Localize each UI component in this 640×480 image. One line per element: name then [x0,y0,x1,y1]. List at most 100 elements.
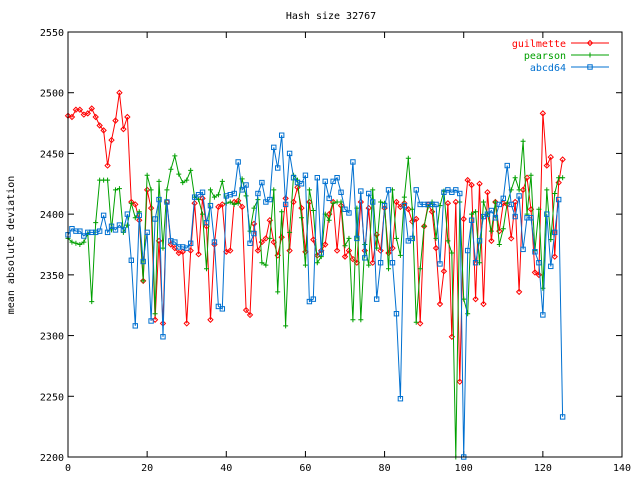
data-point-guilmette [191,200,198,207]
data-point-abcd64 [136,212,142,219]
data-point-pearson [207,187,213,193]
data-point-abcd64 [532,249,538,255]
data-point-guilmette [298,204,305,212]
data-point-guilmette [468,181,475,189]
data-point-guilmette [507,235,515,242]
series-layer [64,89,566,460]
data-point-pearson [287,229,293,235]
data-point-abcd64 [516,193,522,199]
x-tick-label: 20 [141,463,153,474]
data-point-pearson [552,191,558,196]
data-point-pearson [128,200,134,206]
x-tick-label: 40 [220,463,232,474]
data-point-guilmette [428,208,436,215]
data-point-pearson [366,262,372,268]
data-point-abcd64 [160,334,166,340]
data-point-abcd64 [148,318,154,324]
data-point-pearson [267,235,273,241]
data-point-abcd64 [548,263,554,270]
data-point-pearson [211,194,217,200]
data-point-abcd64 [330,178,336,185]
y-tick-label: 2250 [40,392,64,403]
data-point-pearson [251,205,257,211]
data-point-guilmette [294,184,301,191]
x-tick-label: 60 [299,463,311,474]
data-point-guilmette [215,203,222,211]
x-tick-label: 80 [379,463,391,474]
data-point-abcd64 [520,246,526,253]
data-point-pearson [160,245,166,251]
data-point-abcd64 [552,229,558,236]
data-point-abcd64 [203,219,210,226]
data-point-abcd64 [555,196,562,203]
data-point-abcd64 [271,144,277,151]
data-point-abcd64 [437,261,443,267]
data-point-guilmette [436,300,444,308]
data-point-abcd64 [544,211,550,217]
data-point-abcd64 [120,227,127,233]
data-point-guilmette [262,235,270,242]
data-point-guilmette [393,198,400,206]
data-point-pearson [473,209,479,215]
data-point-guilmette [535,271,543,279]
data-point-guilmette [345,247,353,254]
data-point-abcd64 [100,212,107,219]
data-point-guilmette [464,176,471,184]
data-point-abcd64 [433,201,439,208]
data-point-guilmette [68,113,76,121]
data-point-pearson [469,211,475,217]
data-point-pearson [105,177,111,183]
data-point-guilmette [112,117,119,124]
data-point-pearson [496,242,502,247]
x-tick-label: 100 [455,463,473,474]
data-point-pearson [417,266,423,272]
x-tick-label: 140 [613,463,631,474]
data-point-pearson [536,206,542,212]
data-point-guilmette [551,253,558,260]
data-point-abcd64 [508,201,514,208]
data-point-pearson [358,317,364,323]
data-point-pearson [69,239,75,245]
data-point-pearson [512,175,518,181]
data-point-abcd64 [199,189,206,195]
data-point-abcd64 [255,190,261,197]
data-point-abcd64 [326,195,332,202]
data-point-abcd64 [393,311,400,317]
data-point-guilmette [543,162,551,169]
legend-marker-abcd64 [587,64,593,70]
data-point-guilmette [88,105,95,112]
data-point-guilmette [547,153,554,161]
data-point-abcd64 [140,258,146,265]
data-point-guilmette [444,200,452,207]
data-point-abcd64 [457,190,463,197]
data-point-guilmette [377,247,384,254]
data-point-guilmette [559,156,566,163]
legend-label-guilmette: guilmette [512,39,566,50]
data-point-guilmette [484,189,491,196]
data-point-abcd64 [267,196,273,203]
data-point-pearson [116,186,122,192]
data-point-pearson [393,235,399,241]
y-tick-label: 2400 [40,210,64,221]
y-axis-label: mean absolute deviation [6,176,17,314]
data-point-abcd64 [358,188,364,194]
data-point-abcd64 [492,215,499,221]
data-point-pearson [342,243,348,249]
data-point-guilmette [519,186,527,194]
data-point-guilmette [100,127,107,134]
legend-label-pearson: pearson [524,51,566,62]
data-point-abcd64 [286,150,293,157]
data-point-guilmette [322,241,329,248]
data-point-pearson [401,194,407,200]
data-point-pearson [235,200,241,206]
data-point-pearson [168,166,174,172]
y-tick-label: 2550 [40,28,64,39]
data-point-pearson [283,323,289,329]
data-point-guilmette [108,136,115,144]
data-point-pearson [445,238,451,244]
data-point-abcd64 [207,202,214,209]
data-point-abcd64 [373,296,380,302]
data-point-pearson [302,262,308,268]
data-point-guilmette [286,247,293,254]
